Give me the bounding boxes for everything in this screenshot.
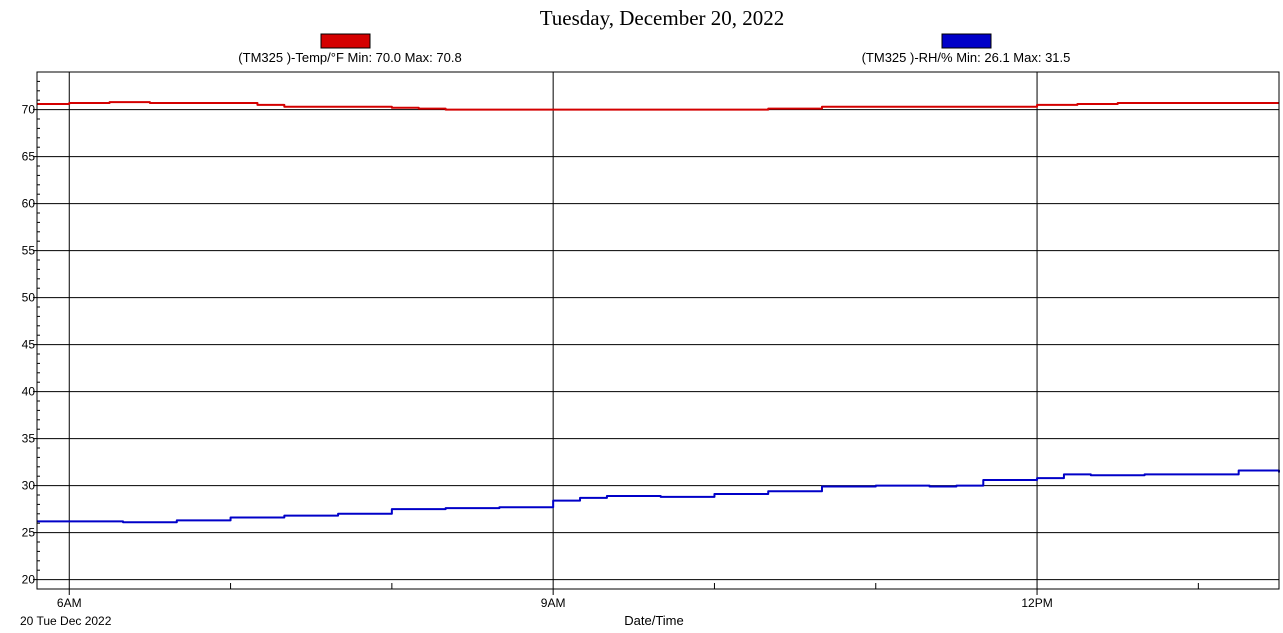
y-tick-label-45: 45: [22, 338, 36, 352]
y-tick-label-65: 65: [22, 150, 36, 164]
y-tick-label-70: 70: [22, 103, 36, 117]
plot-frame: [36, 71, 1280, 590]
series-line-rh: [37, 469, 1280, 524]
legend-swatch-rh: [941, 33, 992, 49]
series-line-temp: [37, 101, 1279, 111]
y-tick-label-30: 30: [22, 479, 36, 493]
x-date-label: 20 Tue Dec 2022: [20, 614, 112, 628]
legend-swatch-temp: [320, 33, 371, 49]
y-tick-label-40: 40: [22, 385, 36, 399]
y-tick-label-60: 60: [22, 197, 36, 211]
x-axis: 6AM 9AM 12PM: [57, 583, 1199, 610]
y-tick-label-35: 35: [22, 432, 36, 446]
x-tick-label-6AM: 6AM: [57, 596, 82, 610]
y-tick-label-25: 25: [22, 526, 36, 540]
x-tick-label-12PM: 12PM: [1021, 596, 1052, 610]
y-tick-label-50: 50: [22, 291, 36, 305]
y-tick-label-20: 20: [22, 573, 36, 587]
y-tick-label-55: 55: [22, 244, 36, 258]
x-axis-title: Date/Time: [624, 613, 683, 628]
series-lines: [37, 101, 1280, 524]
grid-lines: [37, 72, 1279, 589]
chart-title: Tuesday, December 20, 2022: [540, 6, 785, 30]
x-tick-label-9AM: 9AM: [541, 596, 566, 610]
legend-label-rh: (TM325 )-RH/% Min: 26.1 Max: 31.5: [862, 50, 1071, 65]
legend-label-temp: (TM325 )-Temp/°F Min: 70.0 Max: 70.8: [238, 50, 461, 65]
